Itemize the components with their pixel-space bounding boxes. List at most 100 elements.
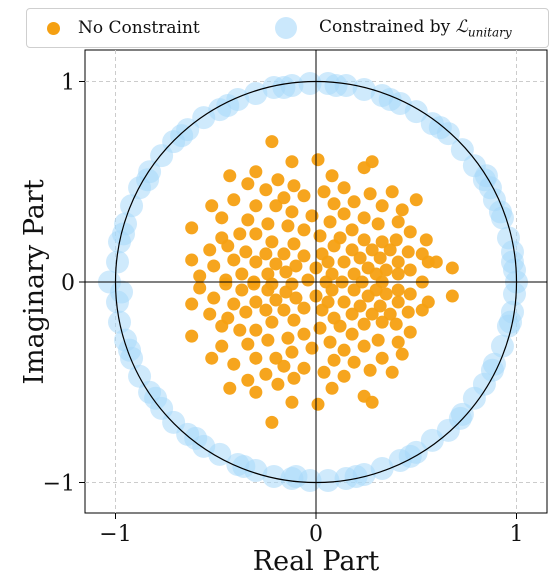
data-point-no-constraint — [327, 353, 341, 367]
data-point-constrained — [398, 444, 422, 468]
data-point-no-constraint — [337, 343, 351, 357]
data-point-no-constraint — [271, 377, 285, 391]
data-point-no-constraint — [325, 283, 339, 297]
data-point-no-constraint — [185, 221, 199, 235]
data-point-constrained — [110, 280, 134, 304]
data-point-no-constraint — [235, 283, 249, 297]
data-point-no-constraint — [357, 233, 371, 247]
data-point-no-constraint — [241, 177, 255, 191]
data-point-no-constraint — [375, 351, 389, 365]
data-point-no-constraint — [337, 181, 351, 195]
data-point-no-constraint — [287, 371, 301, 385]
data-point-no-constraint — [223, 381, 237, 395]
data-point-no-constraint — [385, 185, 399, 199]
data-point-no-constraint — [323, 215, 337, 229]
data-point-no-constraint — [361, 289, 375, 303]
data-point-no-constraint — [297, 327, 311, 341]
data-point-no-constraint — [337, 207, 351, 221]
data-point-no-constraint — [193, 269, 207, 283]
data-point-no-constraint — [239, 245, 253, 259]
data-point-no-constraint — [347, 283, 361, 297]
data-point-no-constraint — [379, 263, 393, 277]
data-point-constrained — [500, 250, 524, 274]
data-point-no-constraint — [363, 363, 377, 377]
data-point-no-constraint — [345, 307, 359, 321]
data-point-no-constraint — [227, 193, 241, 207]
data-point-no-constraint — [325, 381, 339, 395]
data-point-constrained — [272, 76, 296, 100]
data-point-no-constraint — [363, 187, 377, 201]
data-point-no-constraint — [391, 255, 405, 269]
data-point-no-constraint — [297, 361, 311, 375]
data-point-no-constraint — [313, 321, 327, 335]
data-point-no-constraint — [403, 325, 417, 339]
data-point-no-constraint — [247, 277, 261, 291]
data-point-no-constraint — [419, 233, 433, 247]
data-point-no-constraint — [205, 351, 219, 365]
data-point-no-constraint — [185, 297, 199, 311]
data-point-no-constraint — [403, 263, 417, 277]
data-point-no-constraint — [285, 345, 299, 359]
legend-item-constrained: Constrained by ℒunitary — [275, 9, 512, 47]
data-point-constrained — [118, 338, 142, 362]
data-point-no-constraint — [269, 351, 283, 365]
data-point-no-constraint — [385, 365, 399, 379]
data-point-constrained — [244, 82, 268, 106]
data-point-no-constraint — [281, 219, 295, 233]
data-point-no-constraint — [347, 267, 361, 281]
y-axis-title: Imaginary Part — [19, 179, 50, 384]
data-point-constrained — [184, 426, 208, 450]
data-point-no-constraint — [357, 211, 371, 225]
x-tick-label: 1 — [510, 522, 524, 547]
data-point-no-constraint — [203, 243, 217, 257]
data-point-no-constraint — [333, 319, 347, 333]
data-point-no-constraint — [401, 305, 415, 319]
data-point-no-constraint — [315, 303, 329, 317]
data-point-no-constraint — [259, 247, 273, 261]
data-point-no-constraint — [375, 315, 389, 329]
data-point-constrained — [502, 282, 526, 306]
data-point-no-constraint — [391, 283, 405, 297]
data-point-constrained — [450, 138, 474, 162]
data-point-no-constraint — [215, 339, 229, 353]
data-point-no-constraint — [259, 303, 273, 317]
data-point-no-constraint — [345, 327, 359, 341]
data-point-no-constraint — [353, 251, 367, 265]
data-point-no-constraint — [233, 227, 247, 241]
data-point-no-constraint — [261, 283, 275, 297]
data-point-no-constraint — [241, 373, 255, 387]
data-point-no-constraint — [203, 307, 217, 321]
data-point-no-constraint — [277, 359, 291, 373]
y-tick-label: −1 — [43, 472, 75, 497]
data-point-no-constraint — [401, 245, 415, 259]
data-point-no-constraint — [357, 317, 371, 331]
data-point-no-constraint — [301, 273, 315, 287]
data-point-no-constraint — [375, 235, 389, 249]
data-point-constrained — [284, 464, 308, 488]
data-point-no-constraint — [429, 255, 443, 269]
data-point-no-constraint — [205, 199, 219, 213]
data-point-no-constraint — [403, 287, 417, 301]
data-point-no-constraint — [249, 199, 263, 213]
data-point-no-constraint — [215, 211, 229, 225]
data-point-no-constraint — [305, 209, 319, 223]
data-point-no-constraint — [261, 267, 275, 281]
data-point-no-constraint — [249, 295, 263, 309]
data-point-no-constraint — [391, 295, 405, 309]
data-point-constrained — [496, 226, 520, 250]
data-point-no-constraint — [259, 367, 273, 381]
data-point-no-constraint — [365, 307, 379, 321]
data-point-constrained — [344, 464, 368, 488]
data-point-no-constraint — [297, 189, 311, 203]
data-point-constrained — [208, 442, 232, 466]
data-point-no-constraint — [403, 225, 417, 239]
x-tick-label: −1 — [99, 522, 131, 547]
data-point-no-constraint — [285, 205, 299, 219]
legend-marker-blue — [275, 17, 297, 39]
data-point-no-constraint — [297, 301, 311, 315]
data-point-no-constraint — [345, 243, 359, 257]
data-point-no-constraint — [297, 223, 311, 237]
data-point-no-constraint — [345, 223, 359, 237]
data-point-no-constraint — [395, 347, 409, 361]
